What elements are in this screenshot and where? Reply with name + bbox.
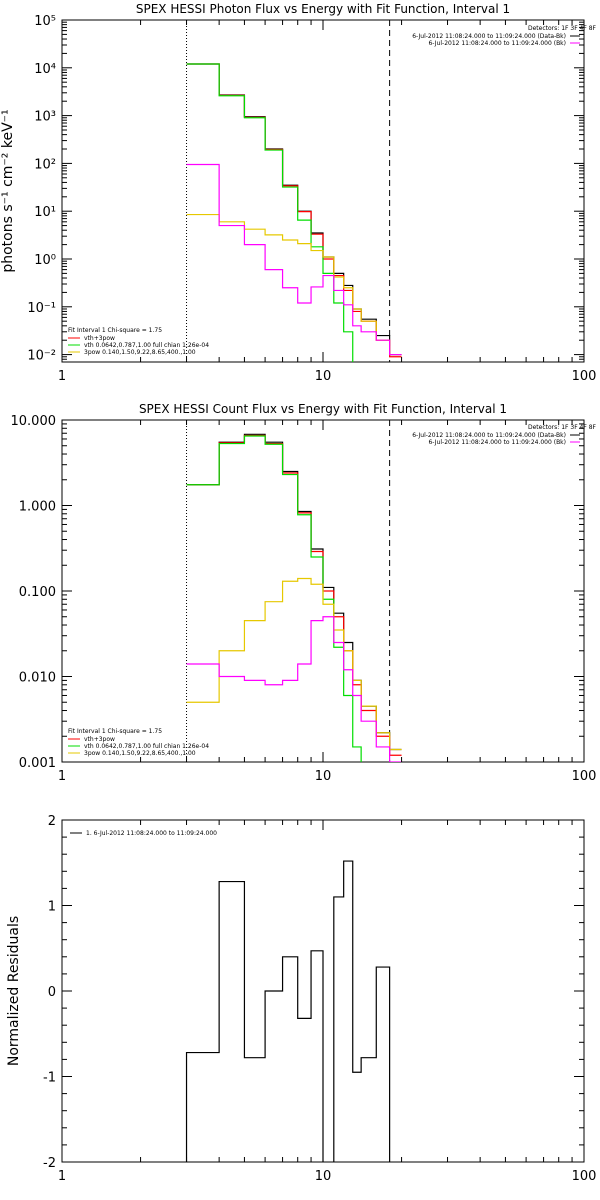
y-tick-label: 0.001 bbox=[19, 756, 56, 771]
photon-plot-frame bbox=[61, 19, 585, 363]
photon-legend-data-label: 6-Jul-2012 11:08:24.000 to 11:09:24.000 … bbox=[412, 33, 566, 40]
photon-fit-header: Fit Interval 1 Chi-square = 1.75 bbox=[68, 327, 162, 334]
residuals-plot-area bbox=[185, 860, 391, 1162]
photon-axes: 1 10 100 10⁻² 10⁻¹ 10⁰ 10¹ 10² 10³ 10⁴ 10⁵ bbox=[27, 14, 596, 384]
count-chart-title: SPEX HESSI Count Flux vs Energy with Fit… bbox=[139, 402, 507, 416]
x-tick-label: 10 bbox=[315, 369, 332, 384]
photon-fit-legend: Fit Interval 1 Chi-square = 1.75 vth+3po… bbox=[68, 327, 209, 356]
count-legend-bk-label: 6-Jul-2012 11:08:24.000 to 11:09:24.000 … bbox=[428, 439, 566, 446]
residuals-axes: 1 10 100 -2 -1 0 1 2 bbox=[43, 814, 596, 1184]
count-fit-legend: Fit Interval 1 Chi-square = 1.75 vth+3po… bbox=[68, 728, 209, 757]
count-fit-3pow-label: 3pow 0.140,1.50,9.22,8.65,400.,1.00 bbox=[84, 750, 196, 757]
series-3-histogram bbox=[186, 213, 402, 356]
count-axes: 1 10 100 0.001 0.010 0.100 1.000 10.000 bbox=[11, 414, 597, 784]
residuals-legend: 1. 6-Jul-2012 11:08:24.000 to 11:09:24.0… bbox=[70, 830, 217, 837]
y-tick-label: 1 bbox=[48, 900, 56, 915]
photon-legend-bk-label: 6-Jul-2012 11:08:24.000 to 11:09:24.000 … bbox=[428, 40, 566, 47]
y-tick-label: -1 bbox=[43, 1071, 56, 1086]
y-tick-label: 10⁵ bbox=[34, 14, 56, 29]
y-tick-label: 10.000 bbox=[11, 414, 57, 429]
series-4-histogram bbox=[186, 163, 402, 356]
y-tick-label: 0.100 bbox=[19, 585, 56, 600]
series-3-histogram bbox=[186, 577, 402, 751]
photon-y-axis-label: photons s⁻¹ cm⁻² keV⁻¹ bbox=[0, 109, 16, 272]
count-fit-vth-label: vth 0.0642,0.787,1.00 full chian 1.26e-0… bbox=[84, 743, 209, 750]
count-fit-header: Fit Interval 1 Chi-square = 1.75 bbox=[68, 728, 162, 735]
x-tick-label: 100 bbox=[572, 1169, 597, 1184]
y-tick-label: 0 bbox=[48, 985, 56, 1000]
y-tick-label: 1.000 bbox=[19, 500, 56, 515]
y-tick-label: 10⁻¹ bbox=[27, 301, 56, 316]
y-tick-label: 10⁴ bbox=[34, 62, 56, 77]
y-tick-label: 10³ bbox=[34, 110, 56, 125]
x-tick-label: 10 bbox=[315, 769, 332, 784]
x-tick-label: 1 bbox=[58, 369, 66, 384]
count-fit-total-label: vth+3pow bbox=[84, 736, 115, 743]
x-tick-label: 100 bbox=[572, 369, 597, 384]
y-tick-label: 10¹ bbox=[34, 205, 56, 220]
y-tick-label: 10⁻² bbox=[27, 349, 56, 364]
y-tick-label: 0.010 bbox=[19, 671, 56, 686]
photon-chart-title: SPEX HESSI Photon Flux vs Energy with Fi… bbox=[136, 2, 510, 16]
photon-plot-area bbox=[186, 20, 402, 362]
series-4-histogram bbox=[186, 616, 402, 762]
photon-fit-vth-label: vth 0.0642,0.787,1.00 full chian 1.26e-0… bbox=[84, 342, 209, 349]
count-plot-area bbox=[186, 420, 402, 762]
residuals-panel: 1 10 100 -2 -1 0 1 2 Normalized Residuals 1. 6-… bbox=[6, 814, 596, 1184]
y-tick-label: 10⁰ bbox=[34, 253, 56, 268]
count-legend-header: Detectors: 1F 3F 4F 8F bbox=[528, 424, 597, 431]
photon-legend: Detectors: 1F 3F 4F 8F 6-Jul-2012 11:08:… bbox=[412, 25, 596, 47]
photon-legend-header: Detectors: 1F 3F 4F 8F bbox=[528, 25, 597, 32]
x-tick-label: 10 bbox=[315, 1169, 332, 1184]
y-tick-label: 2 bbox=[48, 814, 56, 829]
series-2-histogram bbox=[186, 435, 362, 762]
count-legend-data-label: 6-Jul-2012 11:08:24.000 to 11:09:24.000 … bbox=[412, 432, 566, 439]
count-legend: Detectors: 1F 3F 4F 8F 6-Jul-2012 11:08:… bbox=[412, 424, 596, 446]
residuals-y-axis-label: Normalized Residuals bbox=[6, 916, 22, 1066]
x-tick-label: 1 bbox=[58, 1169, 66, 1184]
x-tick-label: 100 bbox=[572, 769, 597, 784]
series-0-histogram bbox=[185, 860, 391, 1162]
series-2-histogram bbox=[186, 63, 354, 362]
y-tick-label: -2 bbox=[43, 1156, 56, 1171]
photon-fit-total-label: vth+3pow bbox=[84, 335, 115, 342]
y-tick-label: 10² bbox=[34, 157, 56, 172]
residuals-legend-label: 1. 6-Jul-2012 11:08:24.000 to 11:09:24.0… bbox=[86, 830, 217, 837]
photon-flux-panel: SPEX HESSI Photon Flux vs Energy with Fi… bbox=[0, 2, 597, 384]
photon-fit-3pow-label: 3pow 0.140,1.50,9.22,8.65,400.,1.00 bbox=[84, 349, 196, 356]
count-flux-panel: SPEX HESSI Count Flux vs Energy with Fit… bbox=[11, 402, 597, 784]
x-tick-label: 1 bbox=[58, 769, 66, 784]
